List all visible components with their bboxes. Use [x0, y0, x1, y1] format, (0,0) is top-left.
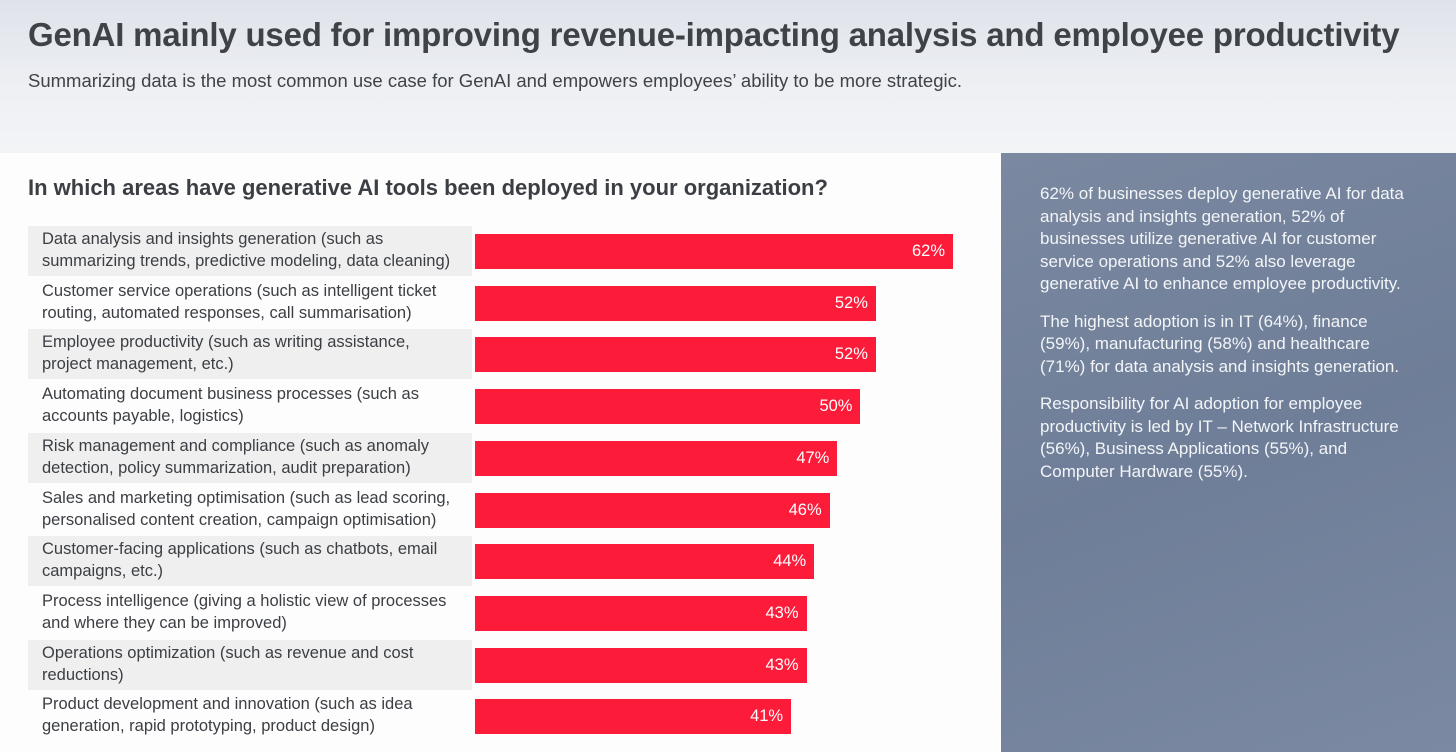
bar: 62%	[475, 234, 953, 269]
insight-paragraph: 62% of businesses deploy generative AI f…	[1040, 184, 1404, 293]
bar: 52%	[475, 337, 876, 373]
category-label: Operations optimization (such as revenue…	[28, 639, 472, 690]
page-title: GenAI mainly used for improving revenue-…	[28, 16, 1400, 53]
data-label: 44%	[773, 552, 807, 571]
data-label: 47%	[796, 448, 830, 467]
category-label: Data analysis and insights generation (s…	[28, 226, 472, 276]
data-label: 43%	[765, 603, 799, 622]
data-label: 52%	[834, 345, 868, 364]
data-label: 62%	[911, 242, 945, 260]
header: GenAI mainly used for improving revenue-…	[0, 0, 1456, 153]
bar-row: Product development and innovation (such…	[28, 691, 958, 743]
bar: 41%	[475, 699, 792, 735]
category-label: Customer service operations (such as int…	[42, 281, 437, 322]
bar: 50%	[475, 389, 861, 425]
bar-row: Automating document business processes (…	[28, 381, 958, 433]
category-label: Employee productivity (such as writing a…	[28, 329, 472, 380]
data-label: 41%	[750, 707, 784, 726]
bar-row: Data analysis and insights generation (s…	[28, 226, 958, 278]
bar: 47%	[475, 440, 838, 476]
chart-title: In which areas have generative AI tools …	[28, 175, 828, 200]
data-label: 52%	[834, 293, 868, 312]
chart-area: In which areas have generative AI tools …	[0, 153, 1001, 752]
bar-row: Risk management and compliance (such as …	[28, 432, 958, 485]
bar: 46%	[475, 492, 830, 528]
bar: 43%	[475, 595, 807, 631]
insight-paragraph: The highest adoption is in IT (64%), fin…	[1040, 311, 1400, 376]
category-label: Process intelligence (giving a holistic …	[42, 591, 447, 632]
bar: 52%	[475, 285, 876, 321]
insight-paragraph: Responsibility for AI adoption for emplo…	[1040, 394, 1399, 481]
category-label: Automating document business processes (…	[42, 385, 419, 426]
bar: 44%	[475, 544, 815, 580]
bar: 43%	[475, 647, 807, 683]
page-subtitle: Summarizing data is the most common use …	[28, 70, 962, 91]
data-label: 46%	[788, 500, 822, 519]
bar-row: Employee productivity (such as writing a…	[28, 329, 958, 381]
bar-row: Customer-facing applications (such as ch…	[28, 536, 958, 588]
bar-row: Operations optimization (such as revenue…	[28, 639, 958, 692]
data-label: 43%	[765, 655, 799, 674]
category-label: Product development and innovation (such…	[42, 695, 413, 736]
category-label: Sales and marketing optimisation (such a…	[42, 488, 451, 529]
insights-panel: 62% of businesses deploy generative AI f…	[1001, 153, 1456, 752]
category-label: Risk management and compliance (such as …	[28, 432, 472, 483]
bar-row: Sales and marketing optimisation (such a…	[28, 485, 958, 537]
category-label: Customer-facing applications (such as ch…	[28, 536, 472, 587]
data-label: 50%	[819, 397, 853, 416]
bar-row: Process intelligence (giving a holistic …	[28, 588, 958, 640]
bar-row: Customer service operations (such as int…	[28, 278, 958, 330]
